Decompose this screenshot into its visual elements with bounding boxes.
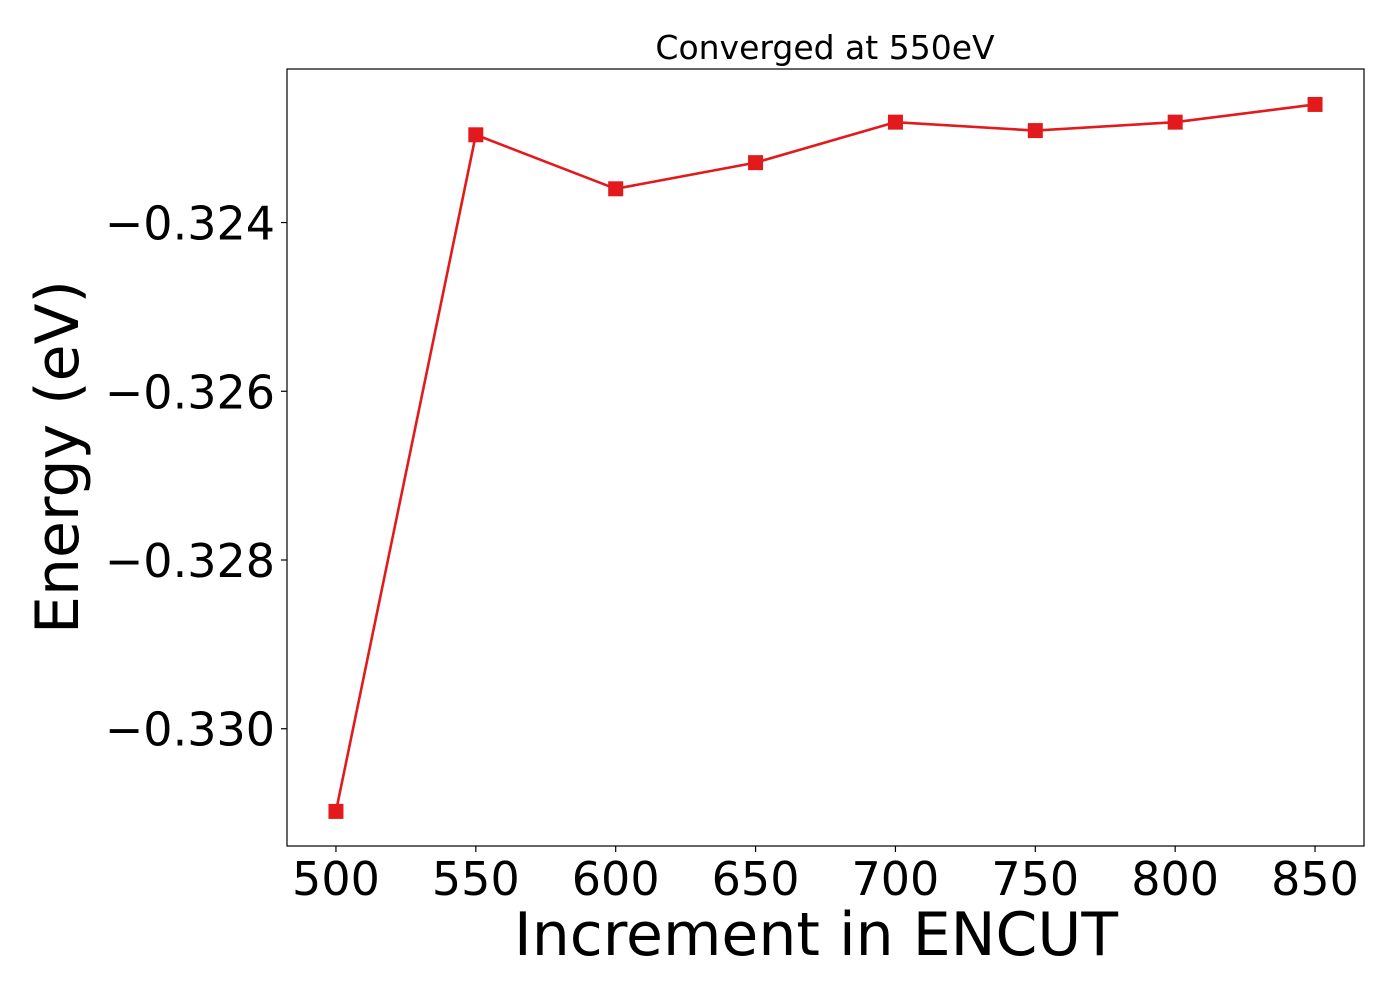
y-tick-label: −0.328 — [105, 534, 275, 588]
data-point-marker — [328, 803, 344, 819]
data-point-marker — [1307, 96, 1323, 112]
series-line — [334, 103, 1316, 812]
y-axis-label: Energy (eV) — [23, 280, 93, 634]
series-layer — [328, 96, 1323, 819]
data-point-marker — [608, 181, 624, 197]
x-tick-label: 700 — [852, 852, 940, 906]
plot-area — [287, 69, 1364, 846]
data-point-marker — [887, 114, 903, 130]
x-tick-label: 850 — [1271, 852, 1359, 906]
y-tick-label: −0.324 — [105, 197, 275, 251]
y-tick-label: −0.326 — [105, 365, 275, 419]
x-tick-label: 550 — [432, 852, 520, 906]
x-tick-label: 600 — [572, 852, 660, 906]
plot-frame — [286, 68, 1365, 847]
data-point-marker — [468, 127, 484, 143]
x-tick-label: 500 — [292, 852, 380, 906]
x-tick-label: 650 — [712, 852, 800, 906]
y-tick-label: −0.330 — [105, 703, 275, 757]
x-tick-label: 800 — [1131, 852, 1219, 906]
data-point-marker — [1027, 123, 1043, 139]
x-axis-label: Increment in ENCUT — [514, 900, 1118, 970]
x-axis-ticks: 500 550 600 650 700 750 800 850 — [292, 846, 1359, 906]
chart-title: Converged at 550eV — [655, 28, 995, 67]
y-axis-ticks: −0.324 −0.326 −0.328 −0.330 — [105, 197, 287, 757]
data-point-marker — [748, 155, 764, 171]
x-tick-label: 750 — [991, 852, 1079, 906]
data-point-marker — [1167, 114, 1183, 130]
